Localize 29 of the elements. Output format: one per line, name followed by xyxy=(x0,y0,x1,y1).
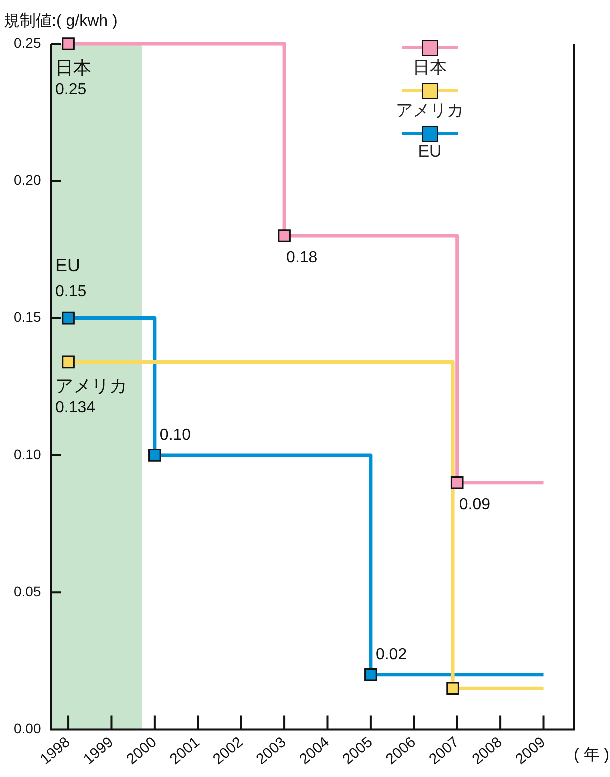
data-label: 0.25 xyxy=(56,81,87,98)
data-label: 0.10 xyxy=(160,426,192,444)
data-label: 0.09 xyxy=(459,496,491,514)
data-label: 0.02 xyxy=(376,646,408,664)
point xyxy=(148,449,162,462)
data-label: 0.18 xyxy=(286,249,318,266)
y-tick-label: 0.10 xyxy=(14,446,42,462)
data-label: 0.134 xyxy=(56,400,96,417)
point xyxy=(62,312,75,325)
y-tick-label: 0.00 xyxy=(14,720,42,737)
x-axis-title: ( 年 ) xyxy=(574,747,610,764)
legend-label: EU xyxy=(417,142,443,162)
y-tick-label: 0.05 xyxy=(14,583,42,600)
legend-label: アメリカ xyxy=(395,100,465,122)
point xyxy=(364,668,378,682)
text: 日本 xyxy=(56,58,92,78)
text: EU xyxy=(56,255,81,276)
text: アメリカ xyxy=(56,376,128,396)
y-tick-label: 0.20 xyxy=(14,172,42,188)
legend-label: 日本 xyxy=(412,57,448,79)
data-label: 0.15 xyxy=(56,284,87,301)
point xyxy=(62,38,75,50)
y-axis-title: 規制値:( g/kwh ) xyxy=(4,12,118,30)
point xyxy=(62,356,75,369)
point xyxy=(450,476,464,490)
y-tick-label: 0.15 xyxy=(14,309,42,326)
point xyxy=(446,682,460,696)
point xyxy=(278,230,291,242)
y-tick-label: 0.25 xyxy=(14,34,42,51)
